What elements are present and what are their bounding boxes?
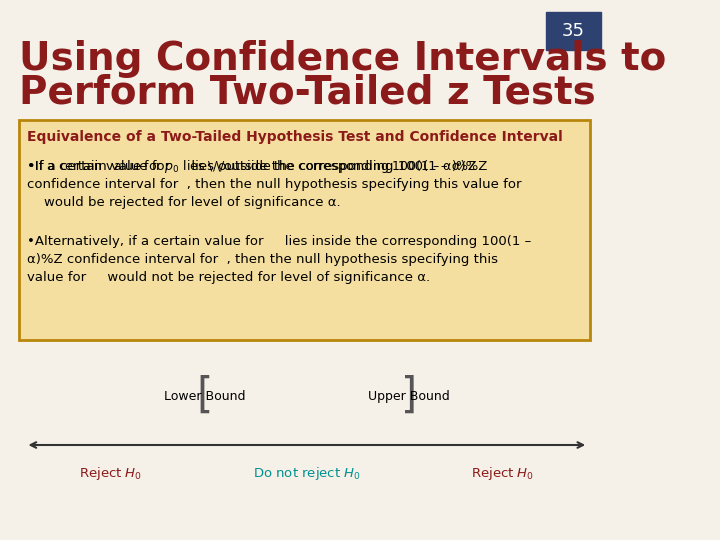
Text: Using Confidence Intervals to: Using Confidence Intervals to [19, 40, 666, 78]
FancyBboxPatch shape [19, 120, 590, 340]
FancyBboxPatch shape [546, 12, 601, 50]
Text: Lower Bound: Lower Bound [164, 390, 246, 403]
Text: 35: 35 [562, 22, 585, 40]
Text: ]: ] [401, 375, 418, 417]
Text: •If a certain value for $p_0$ lies \/\/outside the corresponding 100(1 – α)%Z: •If a certain value for $p_0$ lies \/\/o… [27, 158, 478, 175]
Text: Reject $H_0$: Reject $H_0$ [79, 465, 143, 482]
Text: Do not reject $H_0$: Do not reject $H_0$ [253, 465, 361, 482]
Text: [: [ [197, 375, 212, 417]
Text: •Alternatively, if a certain value for     lies inside the corresponding 100(1 –: •Alternatively, if a certain value for l… [27, 235, 531, 284]
Text: Equivalence of a Two-Tailed Hypothesis Test and Confidence Interval: Equivalence of a Two-Tailed Hypothesis T… [27, 130, 563, 144]
Text: Reject $H_0$: Reject $H_0$ [472, 465, 534, 482]
Text: Perform Two-Tailed z Tests: Perform Two-Tailed z Tests [19, 74, 595, 112]
Text: •If a certain value for     lies outside the corresponding 100(1 – α)%Z
confiden: •If a certain value for lies outside the… [27, 160, 522, 209]
Text: Upper Bound: Upper Bound [368, 390, 450, 403]
